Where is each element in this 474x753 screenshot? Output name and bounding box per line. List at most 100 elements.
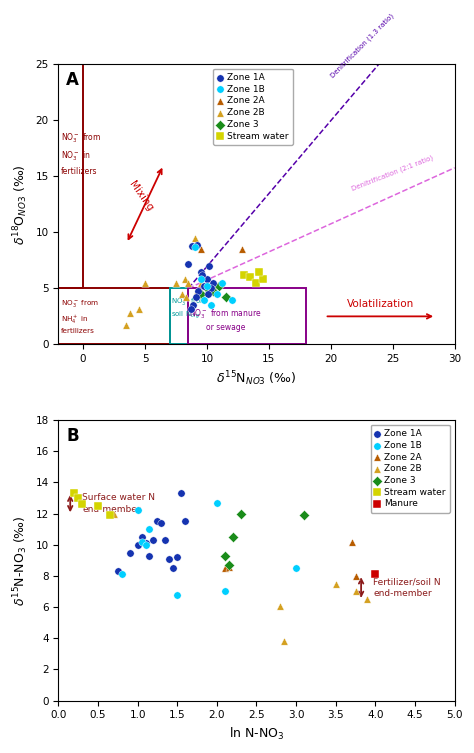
Zone 2A [352, 570, 359, 582]
Legend: Zone 1A, Zone 1B, Zone 2A, Zone 2B, Zone 3, Stream water, Manure: Zone 1A, Zone 1B, Zone 2A, Zone 2B, Zone… [371, 425, 450, 513]
Zone 2B [276, 599, 284, 611]
Stream water [106, 509, 114, 521]
Zone 1B [203, 280, 211, 292]
Zone 3 [225, 559, 233, 571]
Zone 1B [138, 535, 146, 547]
Zone 3 [229, 531, 237, 543]
Zone 2B [352, 586, 359, 598]
Bar [58, 288, 170, 344]
Zone 1B [134, 505, 141, 517]
Zone 1A [197, 266, 205, 278]
Text: B: B [66, 427, 79, 445]
Text: NO$_3^-$ from
NH$_4^+$ in
fertilizers: NO$_3^-$ from NH$_4^+$ in fertilizers [61, 298, 99, 334]
Zone 1A [134, 538, 141, 550]
Zone 2A [197, 243, 205, 255]
Zone 1A [201, 280, 208, 292]
Zone 1A [157, 517, 165, 529]
Zone 2B [123, 319, 130, 331]
Zone 1B [228, 294, 236, 306]
Zone 1B [142, 538, 149, 550]
Zone 1B [191, 241, 198, 253]
X-axis label: ln N-NO$_3$: ln N-NO$_3$ [229, 726, 284, 742]
Zone 1A [142, 537, 149, 549]
Zone 3 [203, 282, 211, 294]
Text: NO$_3^-$ from
soil N$_{org}$: NO$_3^-$ from soil N$_{org}$ [171, 296, 208, 322]
Zone 1A [192, 291, 200, 303]
Zone 1B [213, 288, 221, 300]
Text: Mixing: Mixing [128, 179, 155, 213]
Zone 3 [300, 509, 308, 521]
Text: NO$_3^-$ from
NO$_3^-$ in
fertilizers: NO$_3^-$ from NO$_3^-$ in fertilizers [61, 132, 101, 175]
Zone 1A [150, 534, 157, 546]
Zone 1A [162, 534, 169, 546]
Stream water [253, 276, 260, 288]
Stream water [94, 500, 102, 512]
Zone 3 [216, 280, 223, 292]
Text: A: A [66, 71, 79, 89]
Zone 2B [181, 273, 189, 285]
Stream water [74, 492, 82, 504]
Zone 2A [221, 562, 228, 574]
Zone 3 [210, 285, 217, 297]
Zone 2B [193, 285, 201, 297]
Zone 2B [110, 508, 118, 520]
Zone 1A [114, 566, 121, 578]
Zone 1A [204, 288, 212, 300]
Text: Surface water N
end-member: Surface water N end-member [82, 493, 155, 514]
Text: Denitrification (1.3 ratio): Denitrification (1.3 ratio) [329, 12, 395, 78]
Stream water [255, 266, 263, 278]
Zone 1B [173, 589, 181, 601]
Y-axis label: $\delta^{18}$O$_{NO3}$ (‰): $\delta^{18}$O$_{NO3}$ (‰) [11, 164, 30, 245]
Zone 2B [197, 276, 205, 288]
Zone 2B [127, 307, 134, 319]
Stream water [259, 273, 266, 285]
Manure [372, 569, 379, 581]
Legend: Zone 1A, Zone 1B, Zone 2A, Zone 2B, Zone 3, Stream water: Zone 1A, Zone 1B, Zone 2A, Zone 2B, Zone… [213, 69, 293, 145]
Zone 1A [190, 299, 197, 311]
Zone 1A [138, 531, 146, 543]
Zone 1A [173, 551, 181, 563]
Zone 2B [281, 636, 288, 648]
Zone 3 [222, 291, 229, 303]
Stream water [78, 498, 86, 511]
Zone 1A [188, 239, 196, 252]
Zone 1A [170, 562, 177, 574]
Text: Fertilizer/soil N
end-member: Fertilizer/soil N end-member [373, 578, 441, 598]
Zone 1B [213, 497, 221, 509]
Zone 1A [165, 553, 173, 565]
Zone 1A [182, 515, 189, 527]
Zone 1B [146, 523, 153, 535]
Zone 1B [197, 273, 205, 285]
Zone 1A [177, 487, 185, 499]
Zone 1B [207, 299, 214, 311]
Zone 1A [210, 276, 217, 288]
Zone 3 [221, 550, 228, 562]
X-axis label: $\delta^{15}$N$_{NO3}$ (‰): $\delta^{15}$N$_{NO3}$ (‰) [216, 370, 297, 389]
Zone 2B [184, 276, 192, 288]
Zone 2B [141, 276, 149, 288]
Zone 1A [207, 282, 214, 294]
Zone 2B [364, 593, 371, 605]
Text: NO$_3^-$ from manure
or sewage: NO$_3^-$ from manure or sewage [189, 307, 262, 332]
Stream water [71, 487, 78, 499]
Zone 2B [182, 291, 190, 303]
Zone 1A [206, 260, 213, 272]
Text: Denitrification (2:1 ratio): Denitrification (2:1 ratio) [351, 154, 435, 193]
Zone 3 [237, 508, 245, 520]
Zone 1B [292, 562, 300, 574]
Text: Volatilization: Volatilization [346, 298, 414, 309]
Bar [188, 288, 306, 344]
Stream water [240, 269, 248, 281]
Zone 2B [191, 232, 198, 244]
Zone 1A [154, 515, 161, 527]
Zone 1B [221, 586, 228, 598]
Zone 1A [126, 547, 134, 559]
Zone 1B [218, 276, 226, 288]
Zone 1A [198, 269, 206, 281]
Zone 2A [348, 535, 356, 547]
Zone 1A [187, 303, 195, 315]
Zone 2B [332, 578, 339, 590]
Zone 2B [135, 303, 143, 315]
Zone 2A [225, 560, 233, 572]
Zone 1A [184, 258, 192, 270]
